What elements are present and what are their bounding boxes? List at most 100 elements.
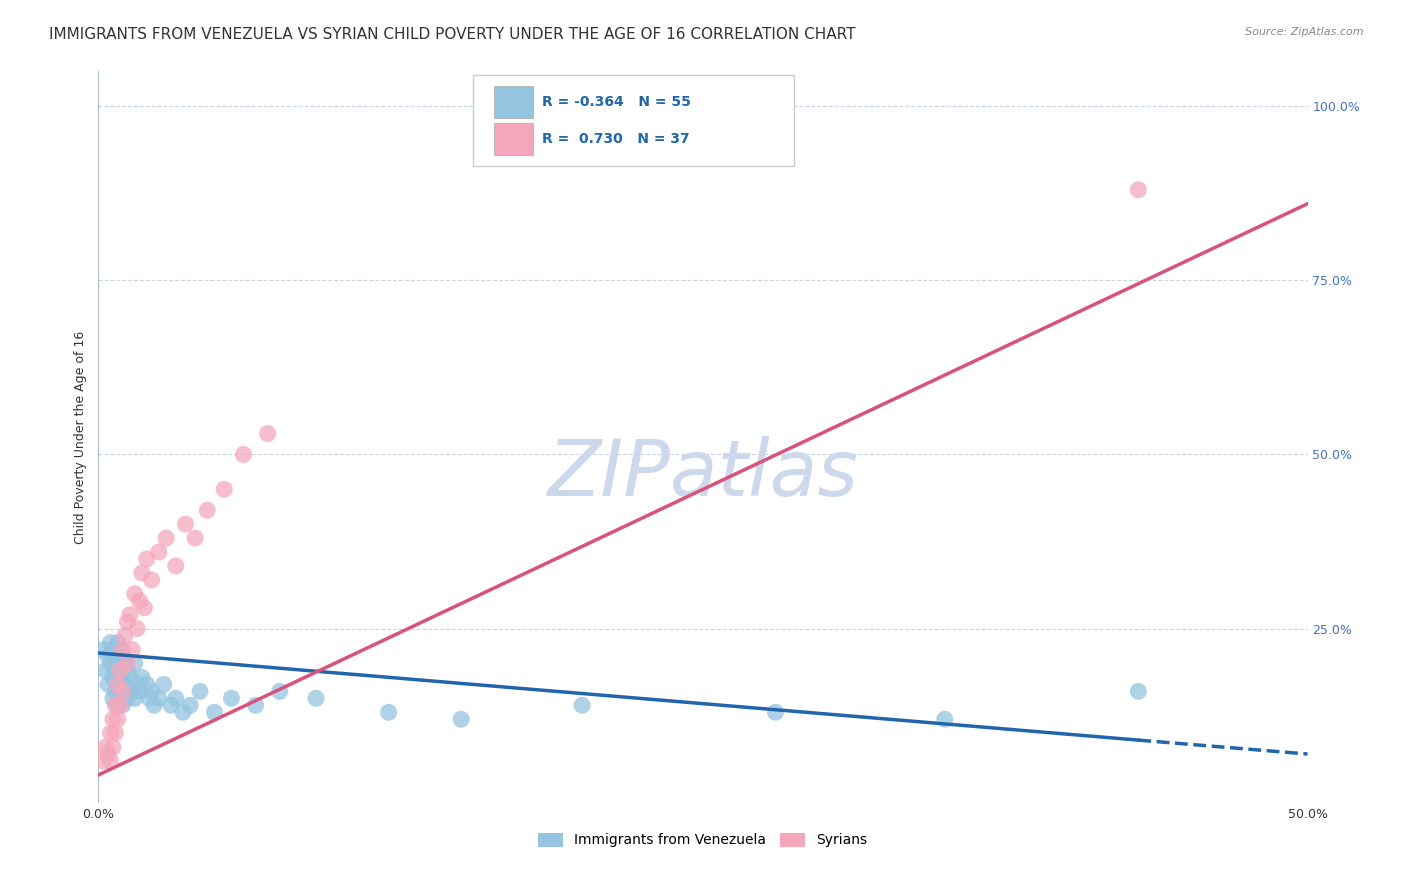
Point bbox=[118, 670, 141, 684]
Point bbox=[269, 684, 291, 698]
Point bbox=[121, 642, 143, 657]
Point bbox=[104, 698, 127, 713]
Point bbox=[134, 600, 156, 615]
Point bbox=[131, 566, 153, 580]
Point bbox=[100, 726, 122, 740]
Point bbox=[245, 698, 267, 713]
Point bbox=[111, 670, 134, 684]
Point bbox=[124, 587, 146, 601]
Point bbox=[160, 698, 183, 713]
Point bbox=[179, 698, 201, 713]
Point bbox=[111, 642, 134, 657]
Point bbox=[128, 684, 150, 698]
Point bbox=[101, 740, 124, 755]
Point bbox=[117, 691, 139, 706]
Point bbox=[204, 705, 226, 719]
Point bbox=[117, 657, 139, 671]
Point bbox=[104, 664, 127, 678]
Point bbox=[108, 698, 131, 713]
Text: IMMIGRANTS FROM VENEZUELA VS SYRIAN CHILD POVERTY UNDER THE AGE OF 16 CORRELATIO: IMMIGRANTS FROM VENEZUELA VS SYRIAN CHIL… bbox=[49, 27, 856, 42]
Point bbox=[94, 664, 117, 678]
Point bbox=[165, 691, 187, 706]
Point bbox=[100, 754, 122, 768]
Point bbox=[138, 691, 160, 706]
Point bbox=[111, 684, 134, 698]
Point bbox=[117, 664, 139, 678]
Point bbox=[91, 642, 114, 657]
Point bbox=[135, 552, 157, 566]
FancyBboxPatch shape bbox=[494, 87, 533, 119]
Point bbox=[124, 691, 146, 706]
Point bbox=[108, 684, 131, 698]
Point bbox=[188, 684, 211, 698]
Point bbox=[107, 677, 129, 691]
Point bbox=[195, 503, 218, 517]
Text: Source: ZipAtlas.com: Source: ZipAtlas.com bbox=[1246, 27, 1364, 37]
Point bbox=[127, 622, 149, 636]
Point bbox=[104, 684, 127, 698]
Point bbox=[97, 677, 120, 691]
Point bbox=[108, 664, 131, 678]
Point bbox=[101, 670, 124, 684]
Point bbox=[184, 531, 207, 545]
Point bbox=[97, 649, 120, 664]
Point bbox=[765, 705, 787, 719]
Point bbox=[143, 698, 166, 713]
Text: R = -0.364   N = 55: R = -0.364 N = 55 bbox=[543, 95, 692, 109]
Point bbox=[450, 712, 472, 726]
Point bbox=[377, 705, 399, 719]
Point bbox=[141, 684, 163, 698]
Point bbox=[121, 684, 143, 698]
Point bbox=[1128, 183, 1150, 197]
Point bbox=[114, 657, 136, 671]
Text: R =  0.730   N = 37: R = 0.730 N = 37 bbox=[543, 132, 690, 146]
Point bbox=[256, 426, 278, 441]
Point bbox=[305, 691, 328, 706]
Point bbox=[155, 531, 177, 545]
Point bbox=[101, 691, 124, 706]
Point bbox=[114, 629, 136, 643]
Point bbox=[101, 712, 124, 726]
Point bbox=[117, 615, 139, 629]
Point bbox=[174, 517, 197, 532]
Point bbox=[100, 657, 122, 671]
Point bbox=[148, 691, 170, 706]
Point bbox=[232, 448, 254, 462]
Point bbox=[97, 747, 120, 761]
Point bbox=[101, 642, 124, 657]
Point bbox=[118, 607, 141, 622]
Text: ZIPatlas: ZIPatlas bbox=[547, 435, 859, 512]
Point bbox=[107, 657, 129, 671]
Point bbox=[1128, 684, 1150, 698]
Legend: Immigrants from Venezuela, Syrians: Immigrants from Venezuela, Syrians bbox=[531, 826, 875, 855]
Point bbox=[107, 670, 129, 684]
Point bbox=[107, 635, 129, 649]
FancyBboxPatch shape bbox=[494, 123, 533, 155]
Point bbox=[165, 558, 187, 573]
Point bbox=[108, 642, 131, 657]
Point bbox=[100, 635, 122, 649]
Point bbox=[111, 698, 134, 713]
Point bbox=[114, 677, 136, 691]
Point bbox=[172, 705, 194, 719]
Point bbox=[141, 573, 163, 587]
Point bbox=[127, 677, 149, 691]
Point bbox=[108, 664, 131, 678]
Point bbox=[135, 677, 157, 691]
Point bbox=[107, 698, 129, 713]
Point bbox=[91, 754, 114, 768]
Point bbox=[107, 712, 129, 726]
Point bbox=[221, 691, 243, 706]
Point bbox=[104, 649, 127, 664]
Point bbox=[131, 670, 153, 684]
FancyBboxPatch shape bbox=[474, 75, 793, 167]
Point bbox=[104, 726, 127, 740]
Point bbox=[124, 657, 146, 671]
Point bbox=[128, 594, 150, 608]
Point bbox=[94, 740, 117, 755]
Point bbox=[212, 483, 235, 497]
Point bbox=[152, 677, 174, 691]
Point bbox=[111, 649, 134, 664]
Point bbox=[148, 545, 170, 559]
Point bbox=[934, 712, 956, 726]
